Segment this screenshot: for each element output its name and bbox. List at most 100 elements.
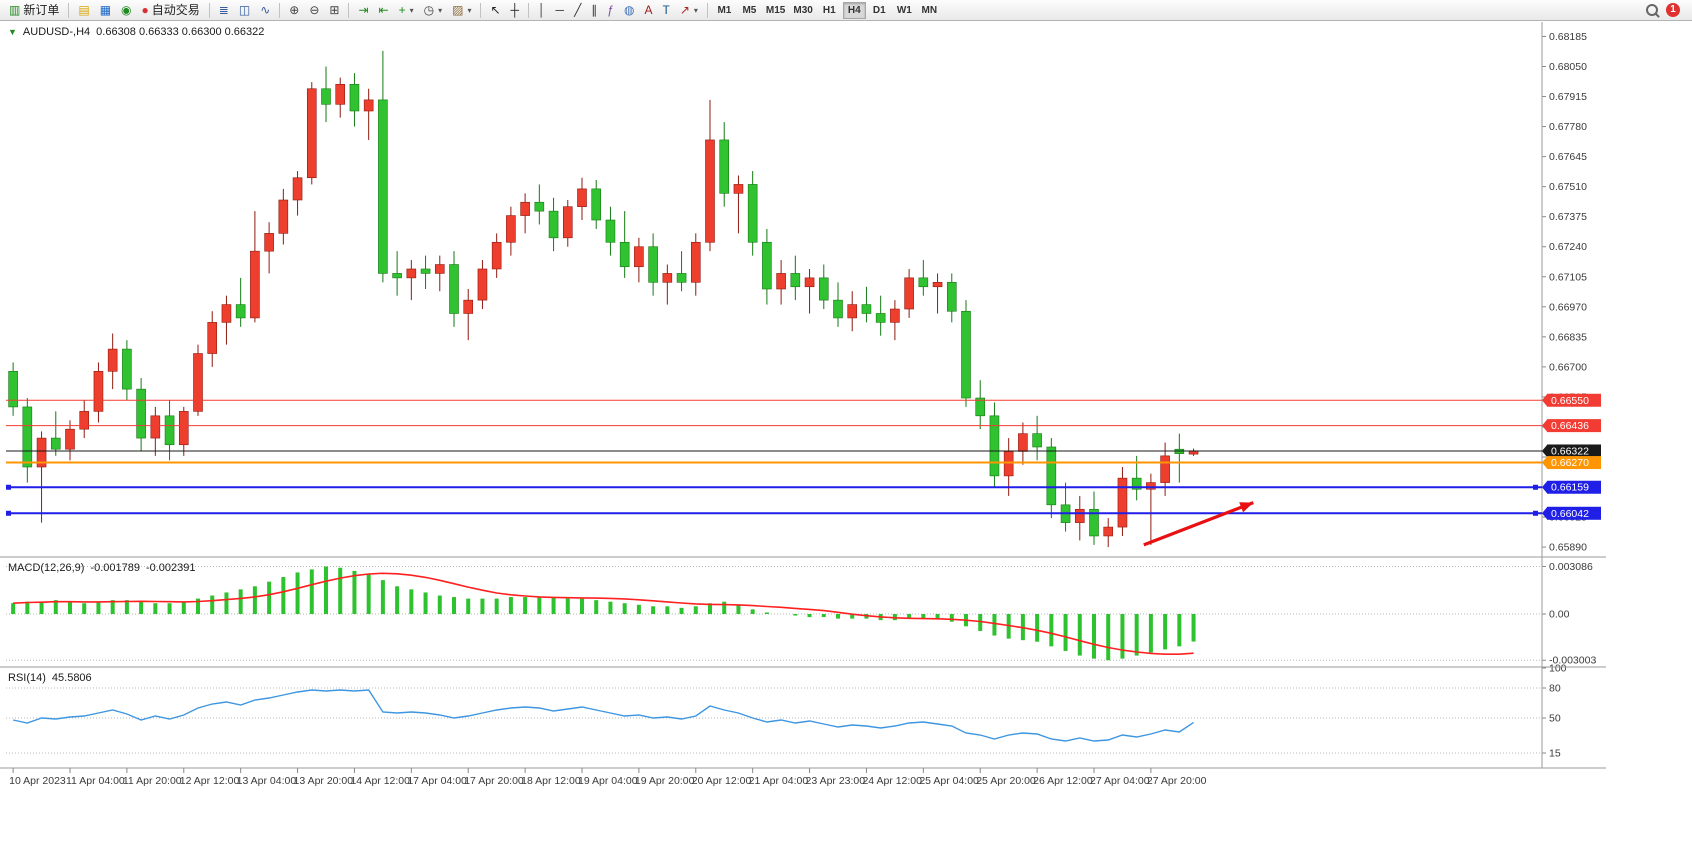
line-handle[interactable] <box>6 510 11 516</box>
macd-axis-label: 0.003086 <box>1549 561 1593 573</box>
periods-button[interactable]: ◷ ▾ <box>420 1 447 19</box>
horizontal-line-button[interactable]: ─ <box>552 1 569 19</box>
candle-body <box>662 273 673 283</box>
timeframe-m15-button[interactable]: M15 <box>763 2 788 19</box>
candle-body <box>107 348 118 372</box>
line-handle[interactable] <box>6 484 11 490</box>
candle-body <box>122 348 132 390</box>
candle-body <box>975 397 986 417</box>
macd-label: MACD(12,26,9) <box>8 562 85 574</box>
tile-windows-button[interactable]: ⊞ <box>325 1 343 19</box>
timeframe-m30-button[interactable]: M30 <box>790 2 815 19</box>
zoom-in-icon: ⊕ <box>289 3 300 17</box>
price-axis-label: 0.67105 <box>1549 271 1587 283</box>
toolbar-separator <box>480 2 482 18</box>
chart-canvas[interactable]: 0.68185 0.68050 0.67915 0.67780 0.67645 0.675… <box>0 22 1692 852</box>
macd-signal-line <box>13 572 1194 656</box>
line-handle[interactable] <box>1533 510 1538 516</box>
indicators-button[interactable]: + ▾ <box>395 1 418 19</box>
vertical-line-button[interactable]: │ <box>534 1 550 19</box>
candle-body <box>250 250 260 319</box>
fibonacci-button[interactable]: ƒ <box>603 1 618 19</box>
toolbar-separator <box>706 2 708 18</box>
chart-shift-button[interactable]: ⇤ <box>375 1 393 19</box>
zoom-out-icon: ⊖ <box>309 3 320 17</box>
toolbar-separator <box>208 2 210 18</box>
candle-body <box>833 299 843 319</box>
candle-body <box>292 177 303 201</box>
algo-trading-button[interactable]: ● 自动交易 <box>138 1 204 19</box>
line-chart-button[interactable]: ∿ <box>256 1 274 19</box>
cursor-button[interactable]: ↖ <box>486 1 504 19</box>
shapes-button[interactable]: ◍ <box>620 1 638 19</box>
candle-body <box>193 353 203 412</box>
rsi-value: 45.5806 <box>51 672 92 684</box>
text-button[interactable]: A <box>640 1 656 19</box>
candle-body <box>235 304 246 319</box>
new-order-button[interactable]: ▥ 新订单 <box>5 1 63 19</box>
time-axis-label: 14 Apr 12:00 <box>350 775 410 787</box>
search-icon[interactable] <box>1646 4 1658 16</box>
auto-scroll-button[interactable]: ⇥ <box>354 1 372 19</box>
zoom-out-button[interactable]: ⊖ <box>305 1 323 19</box>
algo-trading-icon: ● <box>141 3 149 17</box>
rsi-axis-label: 80 <box>1549 683 1561 695</box>
trendline-button[interactable]: ╱ <box>570 1 585 19</box>
price-tag <box>1547 444 1601 458</box>
chart-area[interactable]: 0.68185 0.68050 0.67915 0.67780 0.67645 0.675… <box>0 22 1692 852</box>
timeframe-d1-button[interactable]: D1 <box>868 2 891 19</box>
arrow-annotation-line[interactable] <box>1143 501 1254 547</box>
notification-badge[interactable]: 1 <box>1666 3 1680 17</box>
data-window-icon: ◉ <box>121 3 132 17</box>
timeframe-w1-button[interactable]: W1 <box>893 2 916 19</box>
templates-button[interactable]: ▨ ▾ <box>448 1 475 19</box>
line-handle[interactable] <box>1533 484 1538 490</box>
candle-body <box>619 241 630 268</box>
candle-body <box>50 437 61 450</box>
rsi-title: RSI(14) 45.5806 <box>8 672 92 684</box>
macd-title: MACD(12,26,9) -0.001789 -0.002391 <box>8 562 196 574</box>
candle-body <box>676 273 687 283</box>
data-window-button[interactable]: ◉ <box>117 1 135 19</box>
arrow-annotation-head[interactable] <box>1239 502 1254 513</box>
candle-body <box>434 264 445 274</box>
profiles-button[interactable]: ▤ <box>74 1 93 19</box>
profiles-icon: ▤ <box>78 3 90 17</box>
arrows-tool-button[interactable]: ↗ ▾ <box>676 1 702 19</box>
candle-body <box>890 308 900 323</box>
price-tag-arrow <box>1542 481 1547 494</box>
timeframe-h1-button[interactable]: H1 <box>818 2 841 19</box>
candle-body <box>335 83 346 105</box>
candle-body <box>136 388 146 439</box>
time-axis-label: 12 Apr 12:00 <box>180 775 240 787</box>
candle-body <box>861 304 872 314</box>
zoom-in-button[interactable]: ⊕ <box>285 1 303 19</box>
text-label-button[interactable]: T <box>658 1 673 19</box>
candle-body <box>264 233 274 252</box>
timeframe-h4-button[interactable]: H4 <box>842 1 866 19</box>
market-watch-button[interactable]: ▦ <box>96 1 115 19</box>
candle-body <box>1146 482 1156 490</box>
candle-body <box>918 277 929 288</box>
price-tag <box>1547 506 1601 520</box>
candle-body <box>1117 477 1128 528</box>
channel-button[interactable]: ∥ <box>587 1 601 19</box>
timeframe-mn-button[interactable]: MN <box>918 2 941 19</box>
price-tag-arrow <box>1542 444 1547 457</box>
candle-body <box>1018 433 1028 452</box>
crosshair-icon: ┼ <box>510 3 520 17</box>
candlestick-chart-button[interactable]: ◫ <box>235 1 254 19</box>
price-axis-label: 0.67510 <box>1549 181 1587 193</box>
candle-body <box>449 264 459 314</box>
candle-body <box>221 304 232 323</box>
candle-body <box>306 88 317 179</box>
chart-title: ▼ AUDUSD-,H4 0.66308 0.66333 0.66300 0.6… <box>8 26 264 38</box>
timeframe-m1-button[interactable]: M1 <box>713 2 736 19</box>
price-tag-arrow <box>1542 507 1547 520</box>
chart-dropdown-icon[interactable]: ▼ <box>8 27 17 37</box>
timeframe-m5-button[interactable]: M5 <box>738 2 761 19</box>
crosshair-button[interactable]: ┼ <box>507 1 524 19</box>
toolbar-separator <box>348 2 350 18</box>
bars-chart-button[interactable]: ≣ <box>215 1 233 19</box>
price-axis-label: 0.66970 <box>1549 301 1587 313</box>
